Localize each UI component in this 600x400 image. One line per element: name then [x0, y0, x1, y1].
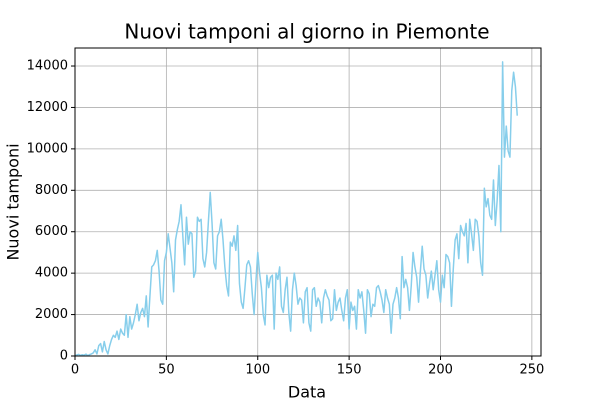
y-tick-label: 2000 — [35, 307, 68, 322]
y-tick-label: 10000 — [27, 141, 68, 156]
x-tick-label: 200 — [428, 363, 453, 378]
y-tick-label: 0 — [60, 349, 68, 364]
y-tick-label: 8000 — [35, 183, 68, 198]
y-axis-label: Nuovi tamponi — [4, 143, 23, 260]
plot — [74, 61, 518, 357]
y-tick-label: 14000 — [27, 59, 68, 74]
axes-frame — [74, 47, 542, 357]
data-line — [74, 61, 518, 357]
x-tick-label: 100 — [245, 363, 270, 378]
y-tick-label: 6000 — [35, 224, 68, 239]
x-axis-label: Data — [288, 383, 326, 400]
y-tick-label: 12000 — [27, 100, 68, 115]
x-tick-label: 150 — [337, 363, 362, 378]
y-tick-label: 4000 — [35, 266, 68, 281]
x-tick-label: 50 — [158, 363, 175, 378]
x-tick-label: 250 — [519, 363, 544, 378]
x-tick-label: 0 — [71, 363, 79, 378]
chart-title: Nuovi tamponi al giorno in Piemonte — [124, 20, 489, 44]
grid — [74, 48, 541, 357]
